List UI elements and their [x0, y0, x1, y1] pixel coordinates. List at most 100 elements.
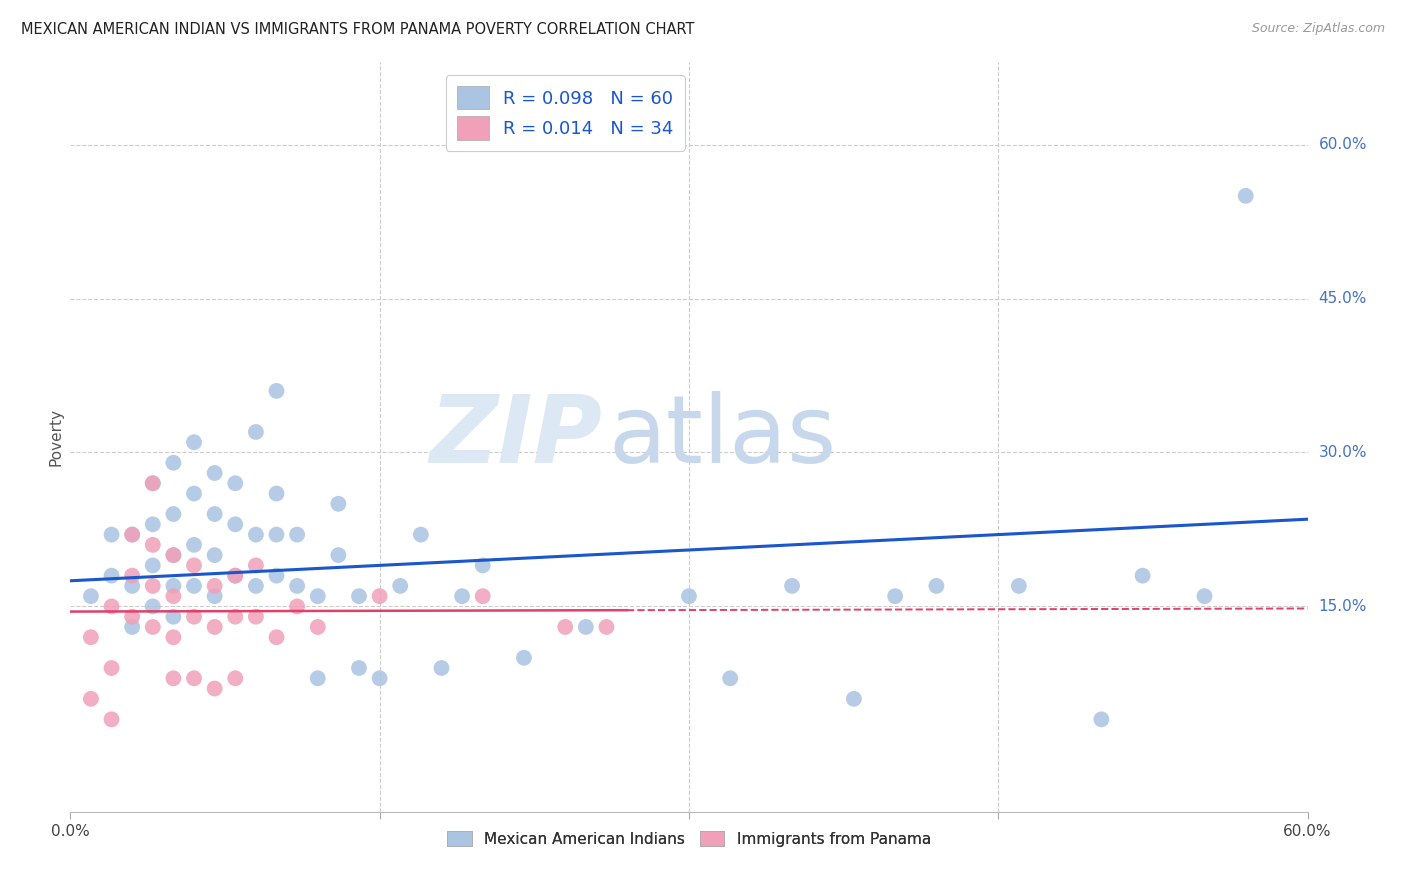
Point: [162, 630, 184, 644]
Point: [1008, 579, 1031, 593]
Point: [100, 568, 122, 582]
Point: [368, 671, 391, 685]
Point: [100, 527, 122, 541]
Text: 60.0%: 60.0%: [1319, 137, 1367, 152]
Legend: Mexican American Indians, Immigrants from Panama: Mexican American Indians, Immigrants fro…: [441, 824, 936, 853]
Point: [513, 650, 536, 665]
Point: [121, 579, 143, 593]
Point: [204, 579, 226, 593]
Point: [266, 630, 288, 644]
Y-axis label: Poverty: Poverty: [48, 408, 63, 467]
Point: [142, 620, 165, 634]
Point: [162, 579, 184, 593]
Text: ZIP: ZIP: [429, 391, 602, 483]
Point: [183, 671, 205, 685]
Point: [224, 609, 246, 624]
Point: [471, 589, 494, 603]
Point: [80, 589, 103, 603]
Point: [1194, 589, 1216, 603]
Point: [121, 527, 143, 541]
Point: [100, 661, 122, 675]
Point: [183, 609, 205, 624]
Point: [224, 476, 246, 491]
Point: [121, 568, 143, 582]
Point: [142, 599, 165, 614]
Point: [347, 589, 370, 603]
Point: [162, 507, 184, 521]
Point: [245, 609, 267, 624]
Point: [204, 548, 226, 562]
Point: [204, 589, 226, 603]
Point: [142, 579, 165, 593]
Point: [328, 497, 350, 511]
Point: [204, 620, 226, 634]
Point: [142, 538, 165, 552]
Point: [471, 558, 494, 573]
Point: [183, 538, 205, 552]
Point: [368, 589, 391, 603]
Point: [266, 486, 288, 500]
Point: [409, 527, 432, 541]
Point: [1090, 712, 1112, 726]
Point: [80, 691, 103, 706]
Point: [245, 579, 267, 593]
Point: [285, 579, 308, 593]
Point: [884, 589, 907, 603]
Point: [285, 599, 308, 614]
Point: [183, 435, 205, 450]
Point: [328, 548, 350, 562]
Point: [162, 548, 184, 562]
Text: MEXICAN AMERICAN INDIAN VS IMMIGRANTS FROM PANAMA POVERTY CORRELATION CHART: MEXICAN AMERICAN INDIAN VS IMMIGRANTS FR…: [21, 22, 695, 37]
Point: [1132, 568, 1154, 582]
Point: [451, 589, 474, 603]
Point: [142, 476, 165, 491]
Point: [678, 589, 700, 603]
Text: 45.0%: 45.0%: [1319, 291, 1367, 306]
Point: [224, 568, 246, 582]
Point: [80, 630, 103, 644]
Point: [121, 620, 143, 634]
Point: [121, 527, 143, 541]
Point: [718, 671, 741, 685]
Point: [162, 589, 184, 603]
Point: [595, 620, 617, 634]
Point: [183, 558, 205, 573]
Point: [245, 558, 267, 573]
Text: atlas: atlas: [609, 391, 837, 483]
Point: [266, 384, 288, 398]
Point: [266, 527, 288, 541]
Point: [389, 579, 412, 593]
Point: [347, 661, 370, 675]
Point: [285, 527, 308, 541]
Point: [307, 671, 329, 685]
Point: [142, 517, 165, 532]
Point: [575, 620, 598, 634]
Point: [100, 712, 122, 726]
Point: [162, 548, 184, 562]
Point: [204, 466, 226, 480]
Point: [183, 579, 205, 593]
Point: [183, 486, 205, 500]
Point: [204, 507, 226, 521]
Point: [245, 425, 267, 439]
Point: [121, 609, 143, 624]
Point: [1234, 189, 1257, 203]
Point: [245, 527, 267, 541]
Text: 30.0%: 30.0%: [1319, 445, 1367, 460]
Point: [842, 691, 865, 706]
Point: [142, 558, 165, 573]
Point: [100, 599, 122, 614]
Text: Source: ZipAtlas.com: Source: ZipAtlas.com: [1251, 22, 1385, 36]
Point: [554, 620, 576, 634]
Point: [266, 568, 288, 582]
Point: [162, 609, 184, 624]
Point: [162, 671, 184, 685]
Point: [925, 579, 948, 593]
Point: [204, 681, 226, 696]
Point: [224, 568, 246, 582]
Point: [142, 476, 165, 491]
Point: [224, 517, 246, 532]
Point: [224, 671, 246, 685]
Text: 15.0%: 15.0%: [1319, 599, 1367, 614]
Point: [307, 589, 329, 603]
